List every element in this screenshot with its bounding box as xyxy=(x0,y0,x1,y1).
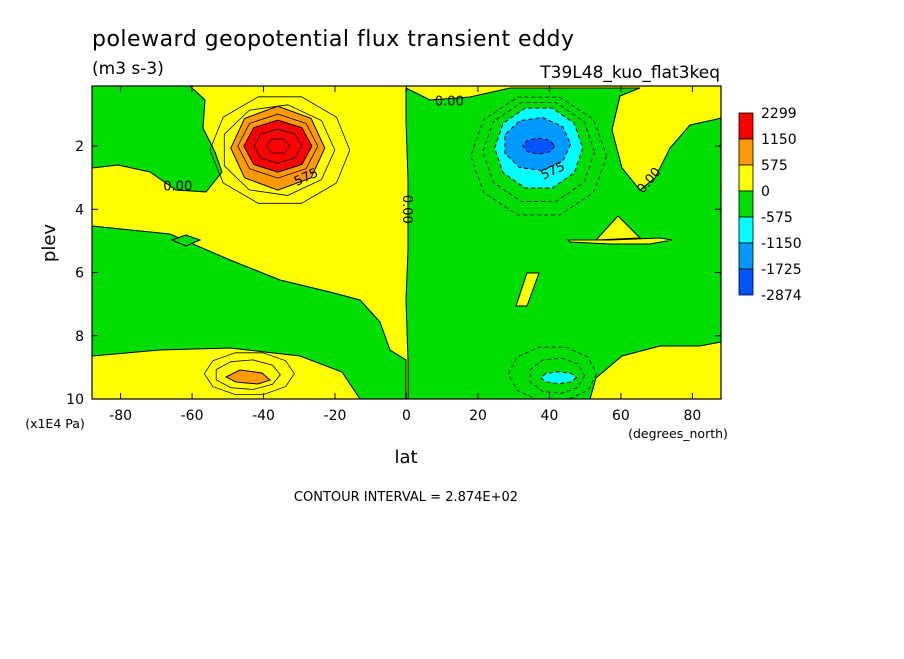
y-tick-label: 6 xyxy=(75,266,84,282)
legend-label: 1150 xyxy=(761,132,797,148)
x-tick-label: -40 xyxy=(252,408,275,424)
color-legend: 2299 1150 575 0 -575 -1150 -1725 -2874 xyxy=(738,106,802,304)
yellow-island-2 xyxy=(594,215,642,241)
green-region-3 xyxy=(92,225,407,399)
units-label: (m3 s-3) xyxy=(92,59,164,79)
contour-line xyxy=(209,96,351,204)
contour-interval-text: CONTOUR INTERVAL = 2.874E+02 xyxy=(294,490,518,505)
legend-swatch xyxy=(738,242,754,270)
legend-swatch xyxy=(738,190,754,218)
contour-line-dashed xyxy=(470,96,608,216)
legend-label: 2299 xyxy=(761,106,797,122)
x-tick-label: 20 xyxy=(469,408,487,424)
legend-swatch xyxy=(738,138,754,166)
cyan-region-lower xyxy=(539,371,578,385)
blue-region xyxy=(522,137,556,155)
green-region-1 xyxy=(405,87,721,399)
contour-line xyxy=(223,104,336,196)
green-region-4 xyxy=(170,234,202,247)
y-units-label: (x1E4 Pa) xyxy=(25,416,85,431)
x-axis-label: lat xyxy=(394,447,417,468)
contour-line-dashed xyxy=(529,357,586,394)
legend-swatch xyxy=(738,112,754,140)
legend-label: -1725 xyxy=(761,262,802,278)
green-region-2 xyxy=(92,86,223,193)
contour-label: 0.00 xyxy=(435,94,464,109)
plot-area xyxy=(92,86,721,399)
axes: -80 -60 -40 -20 0 20 40 60 80 2 4 6 8 10 xyxy=(66,86,721,424)
yellow-island-1 xyxy=(566,237,673,245)
x-units-label: (degrees_north) xyxy=(628,426,728,441)
red-region xyxy=(243,119,313,173)
contour-label: 0.00 xyxy=(163,180,192,195)
contour-line xyxy=(215,359,281,390)
legend-label: 0 xyxy=(761,184,770,200)
y-tick-label: 10 xyxy=(66,392,84,408)
x-tick-label: 0 xyxy=(402,408,411,424)
y-tick-label: 2 xyxy=(75,139,84,155)
contour-line xyxy=(237,113,319,179)
contour-line xyxy=(253,128,303,164)
contour-label: 0.00 xyxy=(399,195,414,224)
x-tick-label: 60 xyxy=(612,408,630,424)
y-axis-label: plev xyxy=(39,224,60,263)
x-tick-label: -80 xyxy=(109,408,132,424)
legend-swatch xyxy=(738,164,754,192)
legend-label: -2874 xyxy=(761,288,802,304)
orange-region-lower xyxy=(224,369,271,385)
chart-title: poleward geopotential flux transient edd… xyxy=(92,27,575,52)
y-tick-label: 8 xyxy=(75,329,84,345)
experiment-label: T39L48_kuo_flat3keq xyxy=(539,63,720,83)
contour-line xyxy=(203,352,295,395)
x-tick-label: 40 xyxy=(541,408,559,424)
legend-label: 575 xyxy=(761,158,788,174)
legend-label: -575 xyxy=(761,210,793,226)
x-tick-label: -60 xyxy=(181,408,204,424)
yellow-island-3 xyxy=(515,272,540,307)
legend-label: -1150 xyxy=(761,236,802,252)
legend-swatch xyxy=(738,216,754,244)
contour-line-dashed xyxy=(508,346,598,399)
x-tick-label: -20 xyxy=(324,408,347,424)
y-tick-label: 4 xyxy=(75,202,84,218)
x-tick-label: 80 xyxy=(683,408,701,424)
legend-swatch xyxy=(738,268,754,296)
contour-line xyxy=(265,138,291,154)
legend-swatch-edge xyxy=(739,293,753,295)
